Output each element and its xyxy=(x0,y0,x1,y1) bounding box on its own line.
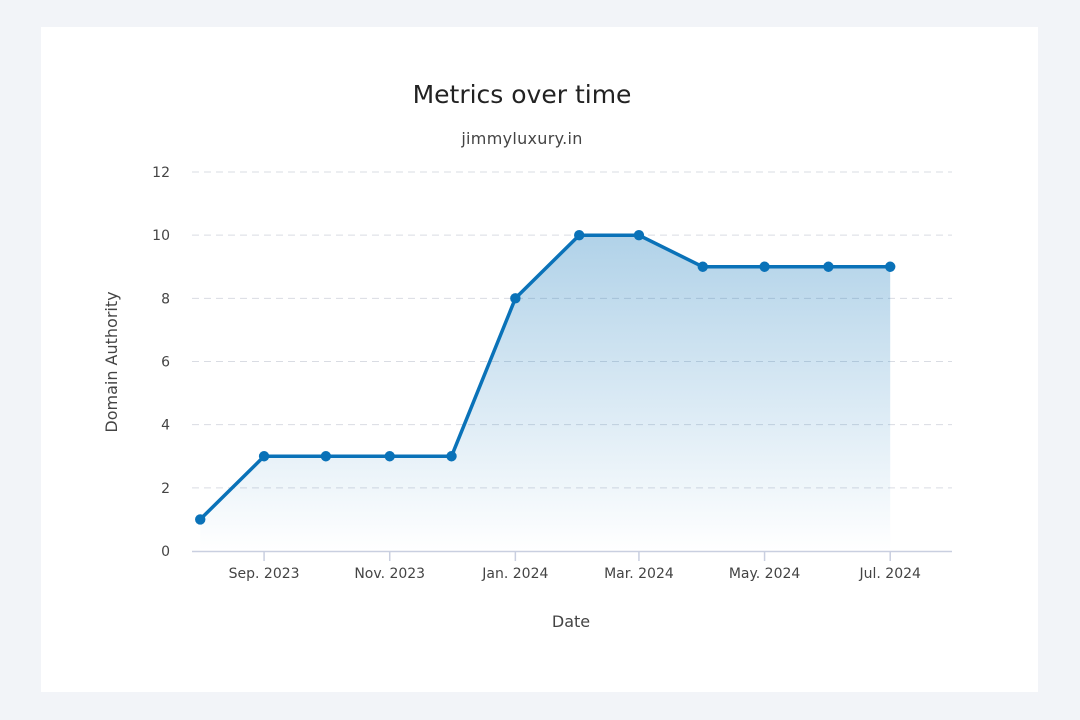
x-axis xyxy=(192,550,952,561)
series-path xyxy=(198,233,892,522)
series-line xyxy=(198,233,892,522)
data-point xyxy=(510,293,521,304)
data-point xyxy=(823,261,834,272)
data-point xyxy=(759,261,770,272)
data-point xyxy=(574,229,585,241)
x-tick-label: Sep. 2023 xyxy=(229,566,300,582)
y-tick-label: 8 xyxy=(161,291,170,307)
data-point xyxy=(384,451,395,462)
chart-subtitle: jimmyluxury.in xyxy=(460,129,582,148)
data-point xyxy=(446,451,457,462)
data-point xyxy=(320,451,332,462)
x-tick-label: May. 2024 xyxy=(729,566,801,582)
area-fill xyxy=(200,235,891,551)
y-axis-ticks: 0 2 4 6 8 10 12 xyxy=(152,165,170,560)
y-tick-label: 12 xyxy=(152,165,170,181)
y-axis-title: Domain Authority xyxy=(102,291,121,432)
y-tick-label: 4 xyxy=(161,418,170,434)
domain-authority-chart: 0 2 4 6 8 10 12 Sep. 2023 Nov. 2023 Jan. 2024 Mar… xyxy=(102,80,952,631)
data-points xyxy=(195,229,896,525)
x-axis-title: Date xyxy=(552,612,590,631)
chart-card: 0 2 4 6 8 10 12 Sep. 2023 Nov. 2023 Jan. 2024 Mar… xyxy=(41,27,1038,692)
data-point xyxy=(258,451,270,462)
y-tick-label: 10 xyxy=(152,228,170,244)
data-point xyxy=(195,514,206,525)
x-tick-label: Nov. 2023 xyxy=(354,566,425,582)
y-tick-label: 2 xyxy=(161,481,170,497)
x-tick-label: Jan. 2024 xyxy=(481,566,548,582)
data-point xyxy=(633,229,645,241)
data-point xyxy=(885,261,896,272)
chart-title: Metrics over time xyxy=(413,80,632,109)
x-tick-label: Mar. 2024 xyxy=(604,566,674,582)
y-tick-label: 0 xyxy=(161,544,170,560)
x-tick-label: Jul. 2024 xyxy=(859,566,922,582)
series-area xyxy=(200,235,891,551)
x-axis-ticks: Sep. 2023 Nov. 2023 Jan. 2024 Mar. 2024 May.… xyxy=(229,566,921,582)
data-point xyxy=(697,261,708,272)
y-tick-label: 6 xyxy=(161,355,170,371)
